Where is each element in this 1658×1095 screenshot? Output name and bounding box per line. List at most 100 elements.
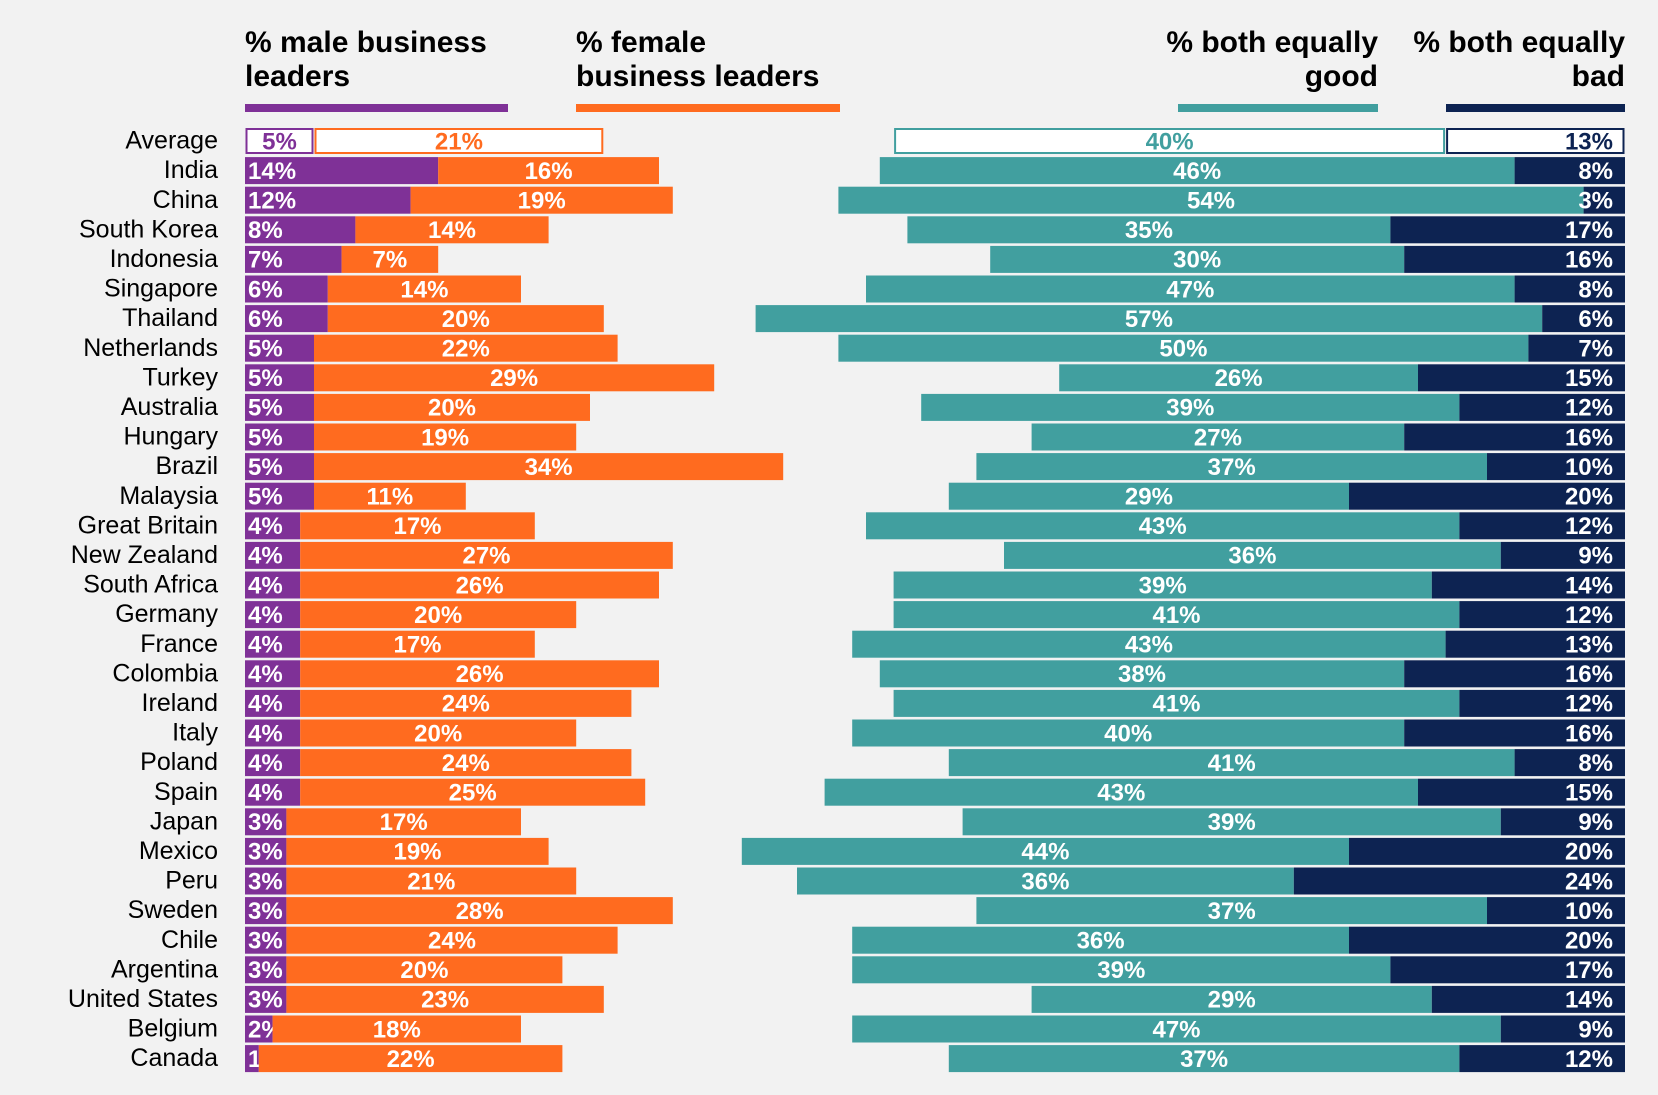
value-label: 7% [1578, 336, 1613, 363]
value-label: 24% [1565, 868, 1613, 895]
bar [976, 453, 1487, 481]
value-label: 14% [1565, 987, 1613, 1014]
bar [1031, 985, 1432, 1013]
value-label: 12% [1565, 1046, 1613, 1073]
value-label: 5% [262, 128, 297, 155]
bar [245, 245, 342, 273]
value-label: 36% [1077, 928, 1125, 955]
category-label: India [164, 156, 218, 184]
bar [1349, 482, 1625, 510]
bar [245, 808, 287, 836]
bar [866, 275, 1515, 303]
value-label: 26% [456, 572, 504, 599]
category-label: Argentina [111, 955, 218, 983]
bar [245, 867, 287, 895]
bar [1459, 689, 1625, 717]
category-label: Hungary [124, 423, 219, 451]
bar [852, 630, 1446, 658]
value-label: 17% [380, 809, 428, 836]
bar [1500, 541, 1625, 569]
value-label: 20% [414, 602, 462, 629]
category-label: Thailand [122, 304, 218, 332]
bar [1542, 305, 1625, 333]
value-label: 35% [1125, 217, 1173, 244]
value-label: 19% [421, 424, 469, 451]
bar [990, 245, 1405, 273]
value-label: 3% [248, 839, 283, 866]
legend-swatch [1178, 104, 1378, 112]
value-label: 3% [248, 868, 283, 895]
bar [245, 334, 314, 362]
value-label: 41% [1152, 691, 1200, 718]
category-label: Turkey [143, 363, 219, 391]
bar [245, 453, 314, 481]
bar [852, 926, 1349, 954]
value-label: 14% [400, 276, 448, 303]
bar [1528, 334, 1625, 362]
bar [286, 808, 521, 836]
bar [852, 956, 1391, 984]
value-label: 13% [1565, 128, 1613, 155]
bar [314, 364, 715, 392]
value-label: 5% [248, 484, 283, 511]
bar [1487, 453, 1625, 481]
value-label: 36% [1228, 543, 1276, 570]
value-label: 12% [248, 188, 296, 215]
value-label: 8% [1578, 750, 1613, 777]
bar [797, 867, 1294, 895]
bar [921, 393, 1460, 421]
bar [1431, 571, 1625, 599]
bar [1404, 245, 1625, 273]
value-label: 40% [1104, 720, 1152, 747]
category-label: Sweden [128, 896, 218, 924]
bar [327, 305, 604, 333]
value-label: 9% [1578, 809, 1613, 836]
value-label: 5% [248, 365, 283, 392]
bar [286, 926, 618, 954]
category-label: South Africa [83, 571, 218, 599]
bar [438, 157, 659, 185]
legend-label: % male business leaders [245, 26, 487, 93]
bar [852, 1015, 1501, 1043]
bar [1059, 364, 1418, 392]
value-label: 29% [490, 365, 538, 392]
value-label: 19% [518, 188, 566, 215]
bar [245, 541, 301, 569]
value-label: 8% [248, 217, 283, 244]
bar [948, 749, 1515, 777]
value-label: 27% [1194, 424, 1242, 451]
value-label: 57% [1125, 306, 1173, 333]
value-label: 12% [1565, 602, 1613, 629]
bar [286, 867, 577, 895]
bar [1418, 364, 1625, 392]
bar [1404, 719, 1625, 747]
category-label: South Korea [79, 215, 218, 243]
value-label: 46% [1173, 158, 1221, 185]
value-label: 4% [248, 750, 283, 777]
value-label: 4% [248, 661, 283, 688]
bar [355, 216, 549, 244]
value-label: 41% [1208, 750, 1256, 777]
bar [907, 216, 1391, 244]
value-label: 40% [1146, 128, 1194, 155]
bar [245, 571, 301, 599]
value-label: 17% [393, 632, 441, 659]
bar [741, 837, 1349, 865]
bar [245, 660, 301, 688]
bar [1418, 778, 1625, 806]
value-label: 14% [248, 158, 296, 185]
value-label: 39% [1139, 572, 1187, 599]
bar [879, 660, 1405, 688]
value-label: 19% [393, 839, 441, 866]
bar [1445, 630, 1625, 658]
category-label: Ireland [142, 689, 218, 717]
value-label: 6% [248, 306, 283, 333]
legend-label: % both equally bad [1413, 26, 1625, 93]
bar [1404, 660, 1625, 688]
bar [893, 571, 1432, 599]
category-label: Belgium [128, 1015, 218, 1043]
bar [286, 897, 673, 925]
bar [866, 512, 1460, 540]
value-label: 3% [248, 928, 283, 955]
category-label: Indonesia [110, 245, 219, 273]
